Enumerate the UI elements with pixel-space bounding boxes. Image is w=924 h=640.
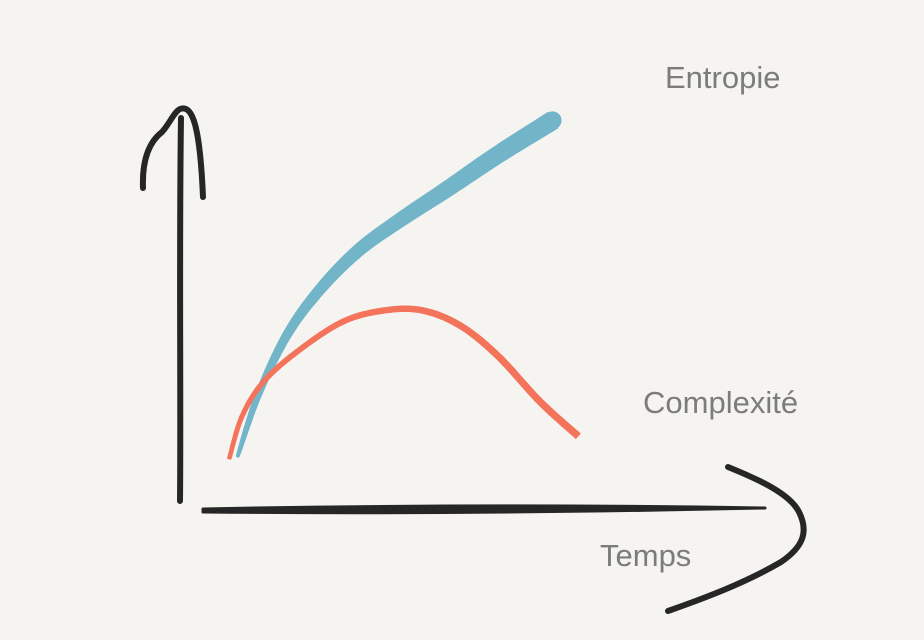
y-axis-line <box>177 115 184 504</box>
y-axis-arrowhead <box>139 105 206 200</box>
series-label-complexite: Complexité <box>643 385 798 420</box>
series-label-entropie: Entropie <box>665 60 780 95</box>
series-line-complexite <box>227 305 581 460</box>
series-layer <box>227 111 581 460</box>
x-axis-label: Temps <box>600 538 691 573</box>
series-end-cap-entropie <box>543 111 562 130</box>
x-axis-line <box>201 504 767 515</box>
series-line-entropie <box>235 112 559 458</box>
x-axis-arrowhead <box>665 464 807 614</box>
axes <box>139 105 807 614</box>
